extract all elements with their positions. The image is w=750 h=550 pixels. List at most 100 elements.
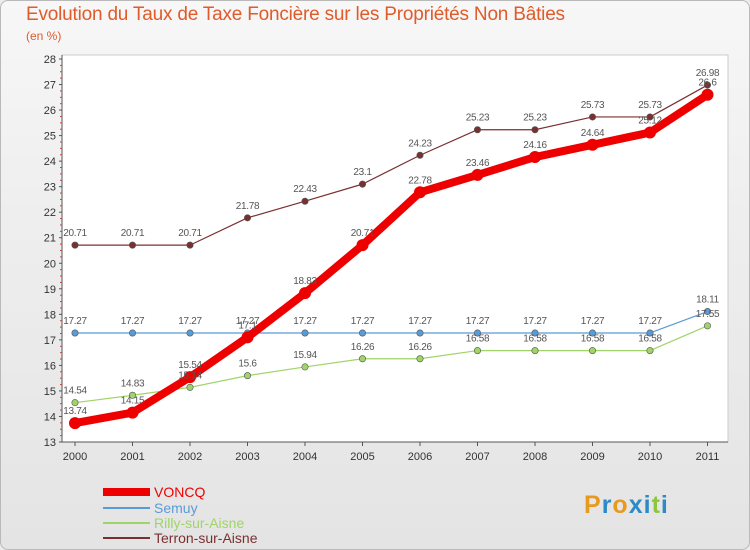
data-point [646,113,654,121]
data-label: 25.23 [523,113,547,124]
data-point [186,383,194,391]
data-label: 17.27 [121,316,145,327]
plot-area [61,54,729,443]
x-tick-label: 2011 [696,451,720,463]
data-point [129,329,137,337]
legend-label: Rilly-sur-Aisne [154,515,244,531]
data-point [241,331,254,344]
data-point [301,329,309,337]
data-point [588,347,596,355]
data-label: 16.58 [466,334,490,345]
data-label: 25.73 [581,100,605,111]
data-label: 16.26 [408,342,432,353]
data-label: 17.1 [238,320,257,331]
data-point [473,126,481,134]
y-tick-label: 28 [44,54,56,66]
x-tick-label: 2004 [293,451,317,463]
data-label: 17.27 [178,316,202,327]
data-point [356,239,369,252]
logo-letter: o [612,491,629,519]
data-label: 20.71 [351,228,375,239]
data-point [416,329,424,337]
data-label: 17.27 [63,316,87,327]
data-point [186,329,194,337]
data-label: 17.27 [408,316,432,327]
data-label: 17.27 [523,316,547,327]
data-label: 26.6 [698,78,717,89]
data-point [358,329,366,337]
data-label: 25.23 [466,113,490,124]
data-point [129,241,137,249]
data-label: 22.78 [408,175,432,186]
data-label: 17.27 [351,316,375,327]
logo-letter: P [584,491,602,519]
data-label: 14.83 [121,378,145,389]
data-point [531,347,539,355]
y-tick-label: 13 [44,437,56,449]
unit-label: (en %) [26,29,62,43]
data-point [69,417,81,430]
y-tick-label: 19 [44,284,56,296]
data-label: 24.64 [581,128,605,139]
legend: VONCQSemuyRilly-sur-AisneTerron-sur-Aisn… [103,484,258,546]
data-label: 20.71 [178,228,202,239]
data-point [529,151,541,164]
data-point [299,287,311,300]
y-tick-label: 24 [44,156,56,168]
data-label: 24.16 [523,140,547,151]
data-point [588,113,596,121]
logo-letter: r [601,491,613,519]
data-point [531,126,539,134]
x-tick-label: 2008 [523,451,547,463]
data-point [416,355,424,363]
data-label: 23.46 [466,158,490,169]
data-label: 24.23 [408,138,432,149]
x-tick-label: 2000 [63,451,87,463]
data-point [301,197,309,205]
axes: 13 14 15 16 17 18 19 20 21 22 23 24 25 26 27 28 2000 2001… [44,54,729,463]
series-line-rilly-sur-aisne [74,325,709,404]
data-label: 18.11 [696,295,720,306]
data-label: 21.78 [236,201,260,212]
x-tick-label: 2003 [235,451,259,463]
data-point [703,308,711,316]
y-tick-label: 25 [44,131,56,143]
data-label: 17.27 [581,316,605,327]
data-point [358,355,366,363]
data-point [646,347,654,355]
y-tick-label: 16 [44,360,56,372]
data-label: 22.43 [293,184,317,195]
data-point [186,241,194,249]
data-point [301,363,309,371]
data-point [701,88,714,101]
data-point [473,347,481,355]
data-label: 20.71 [63,228,87,239]
data-point [416,151,424,159]
data-label: 20.71 [121,228,145,239]
data-label: 14.15 [121,396,145,407]
x-tick-label: 2001 [120,451,144,463]
series-line-terron-sur-aisne [74,84,709,246]
y-tick-label: 23 [44,182,56,194]
data-label: 16.26 [351,342,375,353]
data-label: 16.58 [581,334,605,345]
y-tick-label: 14 [44,411,56,423]
data-point [588,329,596,337]
data-label: 16.58 [523,334,547,345]
data-labels: 13.74 14.15 15.54 17.1 18.83 20.71 22.78 23.46 2… [63,68,720,417]
series-layer [69,81,714,430]
data-point [586,138,599,151]
x-tick-label: 2002 [178,451,202,463]
y-tick-label: 18 [44,309,56,321]
y-tick-label: 20 [44,258,56,270]
data-label: 17.27 [638,316,662,327]
legend-label: Semuy [154,500,198,516]
y-tick-label: 21 [44,233,56,245]
x-tick-label: 2010 [638,451,662,463]
data-label: 25.73 [638,100,662,111]
y-tick-label: 17 [44,335,56,347]
data-label: 15.94 [293,350,317,361]
logo-letter: t [651,491,661,519]
chart-title: Evolution du Taux de Taxe Foncière sur l… [26,4,565,25]
logo-letter: i [660,491,669,519]
